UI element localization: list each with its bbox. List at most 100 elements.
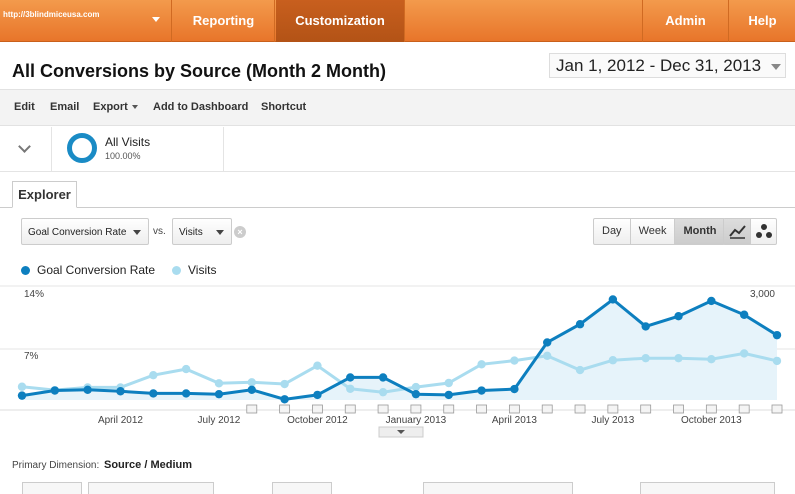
export-button[interactable]: Export	[93, 101, 138, 113]
point-visits	[674, 353, 683, 363]
point-visits	[313, 361, 322, 370]
annotation-marker-icon	[705, 404, 717, 414]
y-left-tick-label: 14%	[24, 289, 44, 300]
add-to-dashboard-button[interactable]: Add to Dashboard	[153, 101, 249, 113]
bubble-chart-icon	[756, 224, 772, 238]
chevron-down-icon	[18, 140, 31, 153]
point-goal-conversion-rate	[543, 338, 552, 347]
caret-down-icon	[131, 105, 138, 110]
annotation-marker-icon	[443, 404, 455, 414]
legend-item-visits: Visits	[172, 263, 216, 277]
top-navigation-bar: http://3blindmiceusa.com Reporting Custo…	[0, 0, 795, 42]
point-goal-conversion-rate	[411, 389, 421, 399]
legend-label: Goal Conversion Rate	[37, 263, 156, 277]
x-tick-label: July 2012	[198, 415, 241, 426]
x-tick-label: October 2012	[287, 415, 348, 426]
y-right-tick-label: 3,000	[750, 289, 775, 300]
point-visits	[575, 365, 585, 375]
metric2-value: Visits	[179, 227, 203, 238]
point-visits	[477, 360, 486, 369]
point-visits	[17, 382, 27, 391]
point-visits	[772, 356, 782, 366]
granularity-week-button[interactable]: Week	[631, 219, 676, 244]
granularity-month-button[interactable]: Month	[675, 219, 725, 244]
account-selector[interactable]: http://3blindmiceusa.com	[0, 0, 172, 42]
vs-label: vs.	[153, 226, 166, 237]
primary-dimension-value[interactable]: Source / Medium	[104, 459, 193, 471]
annotation-marker-icon	[476, 404, 487, 414]
point-goal-conversion-rate	[477, 386, 486, 395]
series-line-visits	[21, 351, 778, 394]
annotation-marker-icon	[771, 404, 783, 414]
nav-help[interactable]: Help	[748, 13, 777, 28]
x-tick-label: January 2013	[386, 415, 447, 426]
email-button[interactable]: Email	[50, 101, 80, 113]
point-goal-conversion-rate	[83, 385, 92, 394]
table-search-input[interactable]	[423, 482, 573, 494]
annotation-marker-icon	[279, 404, 291, 414]
series-line-goal-conversion-rate	[21, 297, 778, 401]
point-goal-conversion-rate	[608, 295, 618, 304]
metric1-select[interactable]: Goal Conversion Rate	[21, 218, 149, 245]
secondary-dimension-select[interactable]	[22, 482, 82, 494]
segment-name: All Visits	[105, 135, 151, 149]
point-visits	[181, 364, 191, 374]
point-goal-conversion-rate	[280, 395, 289, 404]
caret-down-icon	[133, 230, 141, 235]
pivot-select[interactable]	[88, 482, 214, 494]
point-goal-conversion-rate	[378, 373, 388, 382]
motion-chart-button[interactable]	[751, 219, 777, 244]
date-range-picker[interactable]: Jan 1, 2012 - Dec 31, 2013	[549, 53, 786, 78]
nav-admin[interactable]: Admin	[642, 0, 729, 42]
legend-dot-icon	[172, 266, 181, 275]
metric1-value: Goal Conversion Rate	[28, 227, 127, 238]
annotation-marker-icon	[640, 404, 652, 414]
point-visits	[346, 384, 355, 393]
point-visits	[608, 356, 618, 365]
segment-bar: All Visits 100.00%	[0, 127, 795, 172]
point-goal-conversion-rate	[444, 390, 453, 400]
date-range-text: Jan 1, 2012 - Dec 31, 2013	[556, 56, 762, 75]
nav-reporting[interactable]: Reporting	[173, 0, 275, 42]
shortcut-button[interactable]: Shortcut	[261, 101, 307, 113]
filter-select[interactable]	[272, 482, 332, 494]
y-left-tick-label: 7%	[24, 351, 39, 362]
granularity-day-button[interactable]: Day	[594, 219, 631, 244]
tab-explorer[interactable]: Explorer	[12, 181, 77, 208]
point-goal-conversion-rate	[181, 389, 191, 398]
point-goal-conversion-rate	[149, 389, 158, 398]
annotation-marker-icon	[246, 404, 258, 414]
point-visits	[707, 355, 716, 364]
point-goal-conversion-rate	[739, 310, 749, 319]
nav-customization[interactable]: Customization	[276, 0, 405, 42]
metric2-select[interactable]: Visits	[172, 218, 232, 245]
chevron-down-icon	[397, 430, 405, 434]
tab-divider	[0, 207, 795, 208]
point-visits	[378, 387, 388, 397]
x-tick-label: April 2013	[492, 415, 537, 426]
clear-metric-icon[interactable]: ×	[234, 226, 246, 238]
annotation-marker-icon	[377, 404, 389, 414]
segment-toggle-button[interactable]	[0, 127, 52, 172]
point-visits	[149, 370, 158, 380]
segment-all-visits[interactable]: All Visits 100.00%	[52, 127, 224, 172]
annotation-marker-icon	[410, 404, 422, 414]
caret-down-icon	[216, 230, 224, 235]
legend-label: Visits	[188, 263, 217, 277]
point-goal-conversion-rate	[510, 384, 519, 394]
point-visits	[280, 379, 289, 389]
table-view-buttons[interactable]	[640, 482, 775, 494]
annotation-marker-icon	[607, 404, 619, 414]
point-goal-conversion-rate	[50, 386, 60, 395]
point-visits	[641, 353, 650, 363]
report-action-bar: Edit Email Export Add to Dashboard Short…	[0, 89, 795, 126]
edit-button[interactable]: Edit	[14, 101, 35, 113]
chevron-down-icon	[152, 17, 160, 22]
x-tick-label: April 2012	[98, 415, 143, 426]
point-goal-conversion-rate	[772, 330, 782, 340]
point-visits	[247, 378, 256, 387]
line-chart-button[interactable]	[724, 219, 751, 244]
point-visits	[411, 382, 421, 392]
point-goal-conversion-rate	[707, 296, 716, 306]
